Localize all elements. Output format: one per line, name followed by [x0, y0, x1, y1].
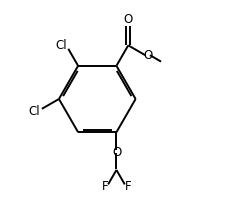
Text: O: O	[142, 49, 152, 62]
Text: F: F	[124, 180, 130, 193]
Text: Cl: Cl	[55, 39, 66, 52]
Text: O: O	[112, 146, 122, 159]
Text: F: F	[101, 180, 108, 193]
Text: Cl: Cl	[29, 105, 40, 118]
Text: O: O	[123, 13, 132, 26]
